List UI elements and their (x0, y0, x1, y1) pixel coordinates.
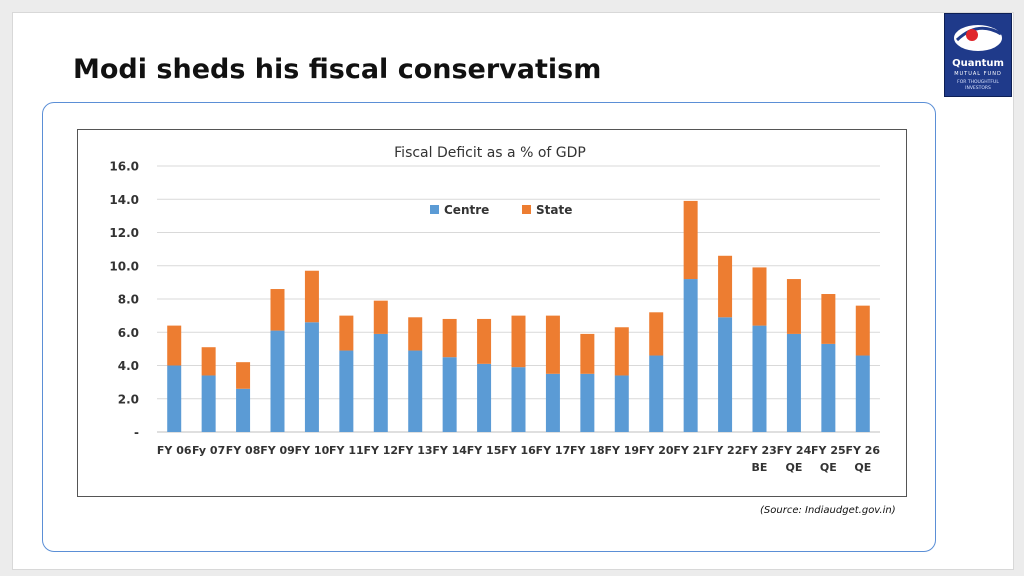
bar-state-6 (373, 300, 388, 334)
y-tick-label: 14.0 (109, 193, 139, 207)
logo-name: Quantum (952, 58, 1004, 69)
bar-state-0 (167, 325, 182, 366)
bar-centre-0 (167, 365, 182, 432)
bar-state-11 (545, 315, 560, 374)
bar-state-14 (649, 312, 664, 356)
bar-state-3 (270, 289, 285, 331)
bar-centre-18 (786, 333, 801, 432)
bar-state-1 (201, 347, 216, 376)
y-tick-label: 8.0 (118, 293, 139, 307)
x-tick-label: QE (854, 461, 871, 474)
x-tick-label: Fy 07 (192, 444, 225, 457)
x-tick-label: FY 23 (742, 444, 777, 457)
x-tick-label: FY 21 (673, 444, 708, 457)
bar-state-2 (236, 362, 251, 389)
x-tick-label: FY 24 (777, 444, 812, 457)
bar-state-16 (718, 255, 733, 318)
x-tick-label: FY 25 (811, 444, 846, 457)
x-tick-label: FY 20 (639, 444, 674, 457)
chart-title: Fiscal Deficit as a % of GDP (394, 145, 586, 161)
quantum-logo: Quantum MUTUAL FUND FOR THOUGHTFUL INVES… (944, 13, 1012, 97)
x-tick-label: FY 06 (157, 444, 192, 457)
legend-swatch-state (522, 205, 531, 214)
legend-swatch-centre (430, 205, 439, 214)
bar-state-18 (786, 279, 801, 334)
x-tick-label: QE (785, 461, 802, 474)
bar-centre-15 (683, 279, 698, 432)
x-tick-label: FY 11 (329, 444, 364, 457)
x-tick-label: FY 18 (570, 444, 605, 457)
y-tick-label: 2.0 (118, 392, 139, 406)
y-tick-label: 6.0 (118, 326, 139, 340)
bar-state-20 (855, 305, 870, 356)
bar-state-5 (339, 315, 354, 351)
bar-state-19 (821, 294, 836, 344)
x-tick-label: FY 26 (845, 444, 880, 457)
bar-centre-10 (511, 367, 526, 432)
source-note: (Source: Indiaudget.gov.in) (760, 505, 896, 516)
y-tick-label: 16.0 (109, 160, 139, 174)
x-tick-label: BE (752, 461, 768, 474)
bar-centre-2 (236, 388, 251, 432)
x-tick-label: QE (820, 461, 837, 474)
logo-tagline: FOR THOUGHTFUL INVESTORS (957, 80, 999, 91)
bar-centre-8 (442, 357, 457, 432)
legend-label-centre: Centre (444, 203, 489, 217)
x-tick-label: FY 13 (398, 444, 433, 457)
y-tick-label: 4.0 (118, 359, 139, 373)
quantum-swirl-icon (954, 25, 1002, 51)
bar-state-15 (683, 200, 698, 280)
y-tick-label: 10.0 (109, 259, 139, 273)
bar-state-12 (580, 333, 595, 374)
bar-centre-19 (821, 343, 836, 432)
bar-centre-3 (270, 330, 285, 432)
bar-centre-16 (718, 317, 733, 432)
x-tick-label: FY 12 (363, 444, 398, 457)
x-tick-label: FY 22 (708, 444, 743, 457)
bar-centre-1 (201, 375, 216, 432)
legend-label-state: State (536, 203, 572, 217)
bar-centre-4 (304, 322, 319, 432)
x-tick-label: FY 17 (536, 444, 571, 457)
bar-state-17 (752, 267, 767, 326)
bar-centre-12 (580, 373, 595, 432)
bar-centre-20 (855, 355, 870, 432)
logo-subtitle: MUTUAL FUND (954, 71, 1002, 77)
x-tick-label: FY 10 (295, 444, 330, 457)
bar-state-7 (408, 317, 423, 351)
bar-centre-17 (752, 325, 767, 432)
bar-centre-5 (339, 350, 354, 432)
bar-centre-7 (408, 350, 423, 432)
bar-state-13 (614, 327, 629, 376)
x-tick-label: FY 09 (260, 444, 295, 457)
bar-state-9 (477, 318, 492, 364)
bar-centre-11 (545, 373, 560, 432)
slide-title: Modi sheds his fiscal conservatism (73, 54, 602, 85)
x-tick-label: FY 14 (432, 444, 467, 457)
bar-centre-13 (614, 375, 629, 432)
bar-state-8 (442, 318, 457, 358)
x-tick-label: FY 16 (501, 444, 536, 457)
bar-centre-14 (649, 355, 664, 432)
x-tick-label: FY 08 (226, 444, 261, 457)
x-tick-label: FY 19 (604, 444, 639, 457)
bar-centre-6 (373, 333, 388, 432)
bar-centre-9 (477, 363, 492, 432)
x-tick-label: FY 15 (467, 444, 502, 457)
chart-frame (77, 129, 907, 497)
bar-state-4 (304, 270, 319, 323)
bar-state-10 (511, 315, 526, 368)
y-tick-label: 12.0 (109, 226, 139, 240)
y-tick-label: - (134, 426, 139, 440)
